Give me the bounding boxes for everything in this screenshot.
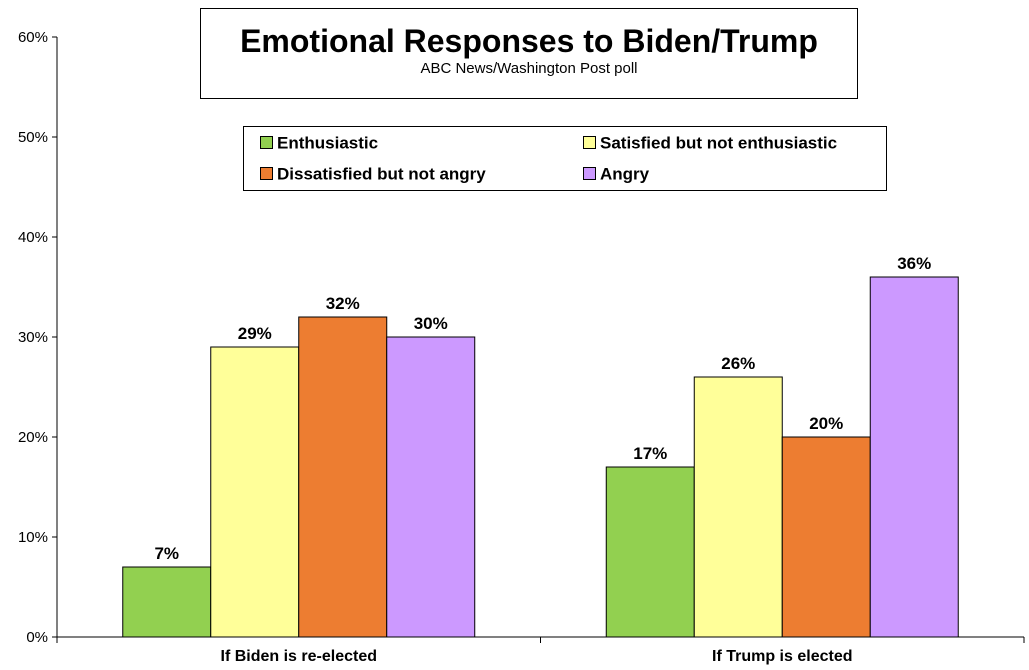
chart-title-box: Emotional Responses to Biden/Trump ABC N…	[200, 8, 858, 99]
data-label: 32%	[326, 294, 360, 313]
data-label: 17%	[633, 444, 667, 463]
legend-swatch-angry	[583, 167, 596, 181]
data-label: 26%	[721, 354, 755, 373]
legend-swatch-enthusiastic	[260, 136, 273, 150]
bar	[605, 466, 695, 638]
data-label: 30%	[414, 314, 448, 333]
legend-item-angry: Angry	[583, 164, 649, 184]
x-category-label: If Trump is elected	[712, 648, 852, 665]
bar	[122, 566, 212, 638]
y-tick-label: 30%	[18, 329, 48, 346]
bar	[693, 376, 783, 638]
y-tick-label: 40%	[18, 229, 48, 246]
data-label: 20%	[809, 414, 843, 433]
y-tick-label: 60%	[18, 29, 48, 46]
y-tick-label: 0%	[26, 629, 48, 646]
data-label: 7%	[154, 544, 179, 563]
legend-item-satisfied: Satisfied but not enthusiastic	[583, 133, 837, 153]
data-label: 36%	[897, 254, 931, 273]
bar	[386, 336, 476, 638]
legend-swatch-satisfied	[583, 136, 596, 150]
legend-item-enthusiastic: Enthusiastic	[260, 133, 378, 153]
x-category-label: If Biden is re-elected	[221, 648, 378, 665]
chart-title: Emotional Responses to Biden/Trump	[240, 23, 818, 59]
data-label: 29%	[238, 324, 272, 343]
bar	[210, 346, 300, 638]
y-tick-label: 10%	[18, 529, 48, 546]
y-tick-label: 50%	[18, 129, 48, 146]
legend-item-dissatisfied: Dissatisfied but not angry	[260, 164, 486, 184]
legend-label-angry: Angry	[600, 164, 650, 184]
bar	[781, 436, 871, 638]
legend-label-dissatisfied: Dissatisfied but not angry	[277, 164, 486, 184]
legend: Enthusiastic Satisfied but not enthusias…	[243, 126, 887, 191]
legend-label-satisfied: Satisfied but not enthusiastic	[600, 133, 838, 153]
y-tick-label: 20%	[18, 429, 48, 446]
legend-label-enthusiastic: Enthusiastic	[277, 133, 379, 153]
chart-subtitle: ABC News/Washington Post poll	[420, 60, 638, 77]
bar	[869, 276, 959, 638]
legend-swatch-dissatisfied	[260, 167, 273, 181]
bar	[298, 316, 388, 638]
